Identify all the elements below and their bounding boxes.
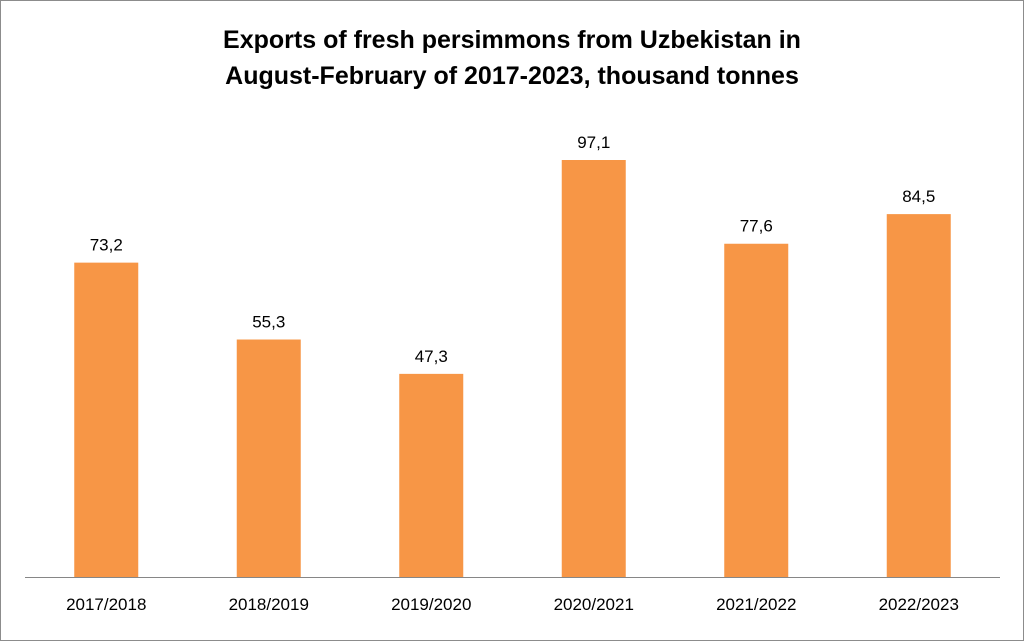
data-label-2022-2023: 84,5 [902,187,935,206]
bar-2020-2021 [561,160,626,577]
bar-2021-2022 [724,243,789,577]
bar-2019-2020 [399,373,464,577]
x-tick-label-2021-2022: 2021/2022 [716,595,796,614]
data-label-2017-2018: 73,2 [90,236,123,255]
x-tick-labels-group: 2017/2018 2018/2019 2019/2020 2020/2021 2021… [66,595,959,614]
bar-2017-2018 [74,262,139,577]
data-label-2020-2021: 97,1 [577,133,610,152]
x-tick-label-2020-2021: 2020/2021 [554,595,634,614]
value-labels-group: 73,2 55,3 47,3 97,1 77,6 84,5 [90,133,936,366]
x-tick-label-2017-2018: 2017/2018 [66,595,146,614]
data-label-2019-2020: 47,3 [415,347,448,366]
data-label-2021-2022: 77,6 [740,217,773,236]
bar-2018-2019 [236,339,301,577]
chart-title-line-1: Exports of fresh persimmons from Uzbekis… [223,26,801,54]
bar-2022-2023 [886,214,951,578]
bars-group [74,160,951,578]
x-tick-label-2022-2023: 2022/2023 [879,595,959,614]
data-label-2018-2019: 55,3 [252,313,285,332]
chart-title: Exports of fresh persimmons from Uzbekis… [0,22,1024,94]
x-tick-label-2018-2019: 2018/2019 [229,595,309,614]
chart-title-line-2: August-February of 2017-2023, thousand t… [225,62,799,90]
x-tick-label-2019-2020: 2019/2020 [391,595,471,614]
